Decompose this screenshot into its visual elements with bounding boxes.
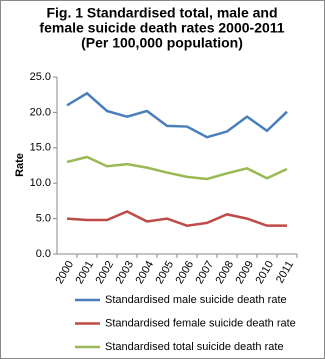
y-axis-label: Rate — [14, 153, 26, 177]
y-tick-label: 5.0 — [36, 213, 51, 225]
series-line — [66, 91, 288, 139]
legend-label: Standardised total suicide death rate — [105, 341, 284, 353]
y-tick-label: 20.0 — [30, 106, 51, 118]
y-tick-label: 10.0 — [30, 177, 51, 189]
chart-title: female suicide death rates 2000-2011 — [39, 20, 284, 36]
legend-label: Standardised male suicide death rate — [105, 294, 287, 306]
y-tick-label: 0.0 — [36, 248, 51, 260]
y-tick-label: 15.0 — [30, 142, 51, 154]
y-tick-label: 25.0 — [30, 71, 51, 83]
series-line — [66, 155, 288, 181]
chart-title: (Per 100,000 population) — [81, 35, 243, 51]
legend-label: Standardised female suicide death rate — [105, 317, 296, 329]
series-line — [66, 210, 287, 227]
chart-title: Fig. 1 Standardised total, male and — [46, 5, 277, 21]
